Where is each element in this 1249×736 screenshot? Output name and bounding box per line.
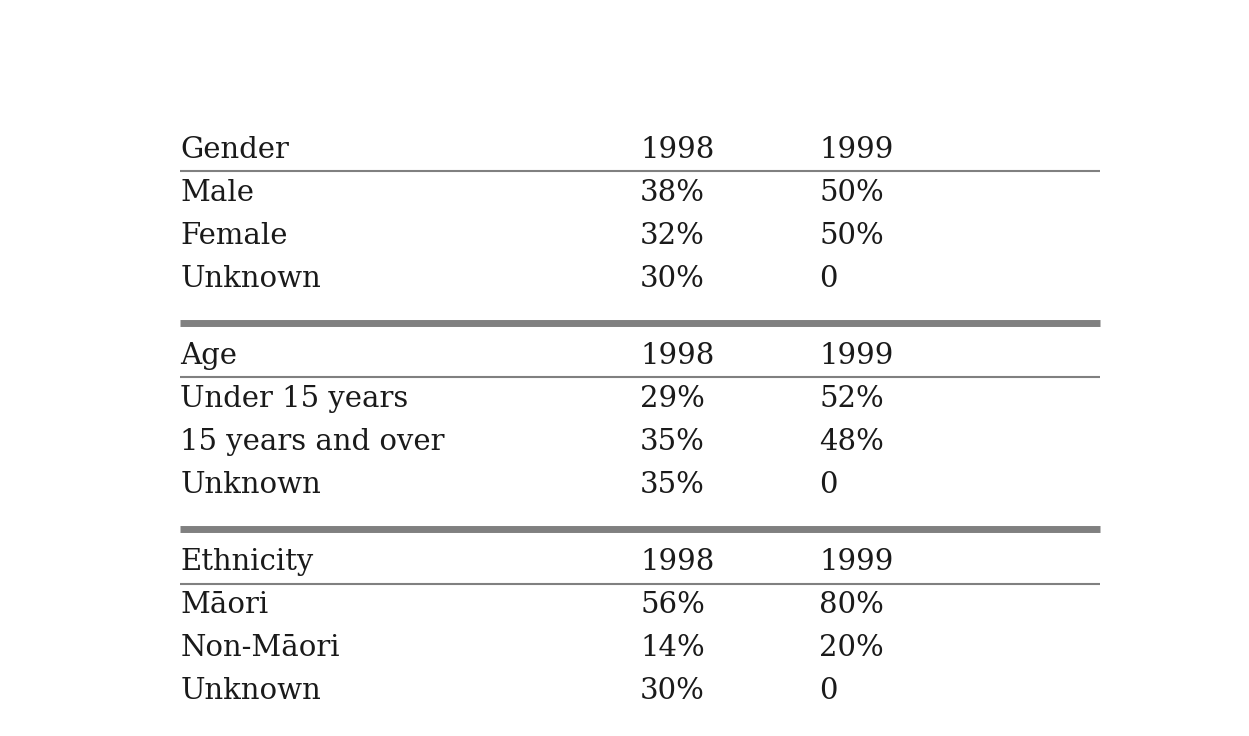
Text: Gender: Gender bbox=[180, 135, 290, 163]
Text: 35%: 35% bbox=[641, 471, 704, 499]
Text: 20%: 20% bbox=[819, 634, 884, 662]
Text: Age: Age bbox=[180, 342, 237, 369]
Text: 35%: 35% bbox=[641, 428, 704, 456]
Text: Unknown: Unknown bbox=[180, 265, 321, 293]
Text: 52%: 52% bbox=[819, 385, 884, 413]
Text: 0: 0 bbox=[819, 677, 838, 705]
Text: 56%: 56% bbox=[641, 591, 704, 619]
Text: Male: Male bbox=[180, 179, 255, 207]
Text: 1999: 1999 bbox=[819, 135, 893, 163]
Text: 1998: 1998 bbox=[641, 135, 714, 163]
Text: 14%: 14% bbox=[641, 634, 704, 662]
Text: 29%: 29% bbox=[641, 385, 704, 413]
Text: 1998: 1998 bbox=[641, 548, 714, 576]
Text: 48%: 48% bbox=[819, 428, 884, 456]
Text: Unknown: Unknown bbox=[180, 677, 321, 705]
Text: 0: 0 bbox=[819, 265, 838, 293]
Text: 32%: 32% bbox=[641, 222, 704, 250]
Text: 0: 0 bbox=[819, 471, 838, 499]
Text: 1999: 1999 bbox=[819, 342, 893, 369]
Text: 30%: 30% bbox=[641, 677, 704, 705]
Text: Unknown: Unknown bbox=[180, 471, 321, 499]
Text: 50%: 50% bbox=[819, 179, 884, 207]
Text: 80%: 80% bbox=[819, 591, 884, 619]
Text: Under 15 years: Under 15 years bbox=[180, 385, 408, 413]
Text: 15 years and over: 15 years and over bbox=[180, 428, 445, 456]
Text: 1999: 1999 bbox=[819, 548, 893, 576]
Text: Non-Māori: Non-Māori bbox=[180, 634, 340, 662]
Text: Ethnicity: Ethnicity bbox=[180, 548, 313, 576]
Text: Māori: Māori bbox=[180, 591, 269, 619]
Text: 38%: 38% bbox=[641, 179, 706, 207]
Text: Female: Female bbox=[180, 222, 287, 250]
Text: 50%: 50% bbox=[819, 222, 884, 250]
Text: 30%: 30% bbox=[641, 265, 704, 293]
Text: 1998: 1998 bbox=[641, 342, 714, 369]
